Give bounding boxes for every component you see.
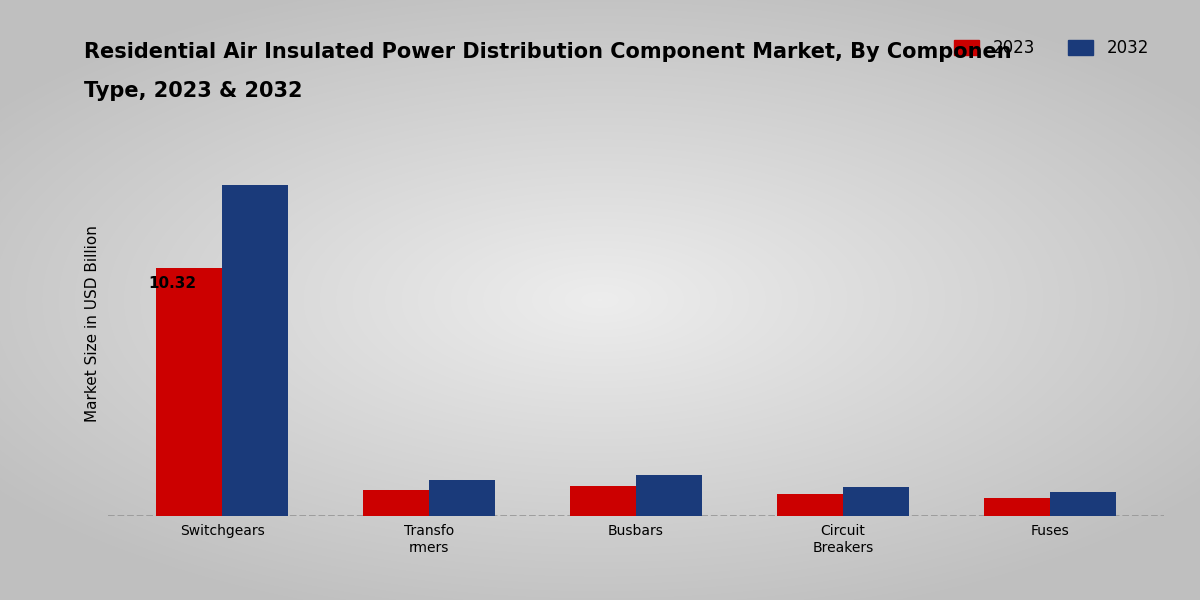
Bar	[222, 185, 288, 516]
Y-axis label: Market Size in USD Billion: Market Size in USD Billion	[85, 226, 100, 422]
Bar	[984, 498, 1050, 516]
Bar	[776, 494, 842, 516]
Bar	[636, 475, 702, 516]
Text: Residential Air Insulated Power Distribution Component Market, By Componen: Residential Air Insulated Power Distribu…	[84, 42, 1012, 62]
Text: Type, 2023 & 2032: Type, 2023 & 2032	[84, 81, 302, 101]
Bar	[430, 480, 496, 516]
Bar	[362, 490, 430, 516]
Legend: 2023, 2032: 2023, 2032	[948, 33, 1156, 64]
Bar	[842, 487, 910, 516]
Bar	[1050, 492, 1116, 516]
Text: 10.32: 10.32	[149, 276, 197, 291]
Bar	[570, 486, 636, 516]
Bar	[156, 268, 222, 516]
